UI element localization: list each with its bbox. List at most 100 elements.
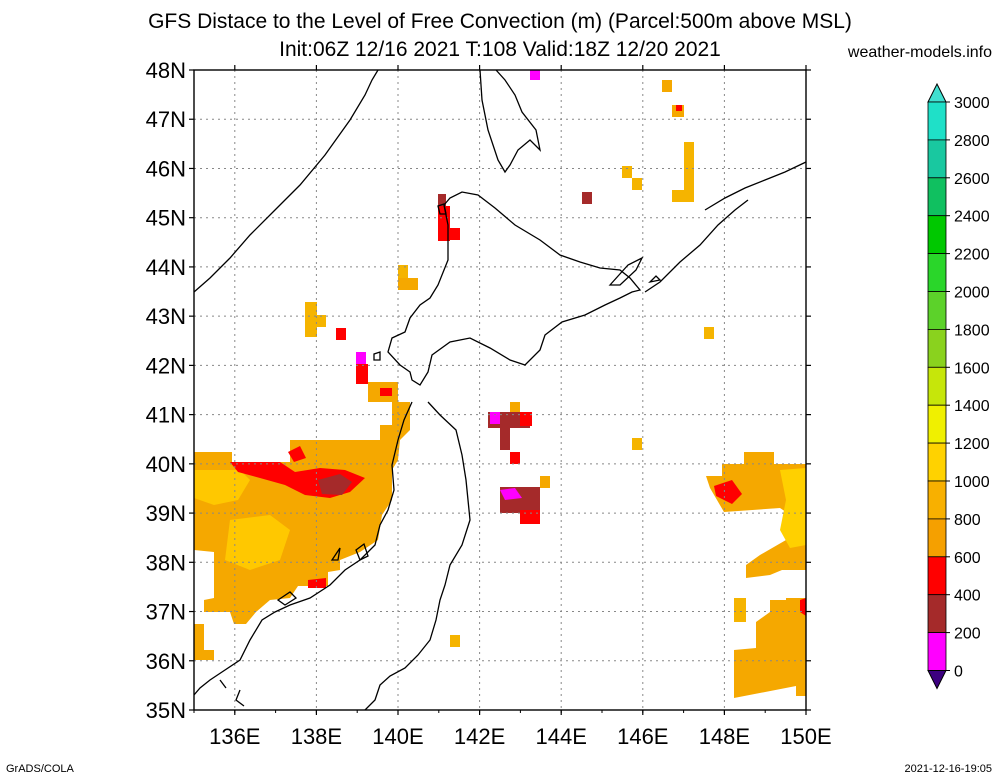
field-patch: [622, 166, 632, 178]
colorbar-label: 1400: [954, 398, 990, 415]
coastline-island: [373, 351, 381, 361]
colorbar-label: 2200: [954, 247, 990, 264]
lat-label: 43N: [146, 304, 186, 329]
field-patch: [380, 388, 392, 396]
lat-label: 35N: [146, 698, 186, 723]
lon-label: 140E: [372, 724, 423, 749]
colorbar-label: 2800: [954, 133, 990, 150]
colorbar-segment: [927, 632, 947, 671]
colorbar-label: 400: [954, 588, 981, 605]
colorbar-label: 1000: [954, 474, 990, 491]
lon-label: 144E: [536, 724, 587, 749]
lat-label: 39N: [146, 501, 186, 526]
lon-label: 138E: [291, 724, 342, 749]
coastline-island: [437, 203, 447, 215]
field-patch: [520, 510, 540, 524]
field-patch: [450, 635, 460, 647]
colorbar: 3000280026002400220020001800160014001200…: [927, 82, 990, 690]
field-patch: [356, 352, 366, 364]
colorbar-segment: [927, 518, 947, 558]
coastline-honshu-west: [194, 401, 413, 696]
coastline-sakhalin: [479, 70, 542, 174]
field-patch: [316, 315, 326, 327]
lon-label: 146E: [617, 724, 668, 749]
field-patch: [520, 412, 532, 426]
coastline-kurils-islands: [608, 256, 662, 286]
map-frame: [193, 69, 807, 711]
colorbar-label: 1600: [954, 360, 990, 377]
colorbar-label: 800: [954, 512, 981, 529]
colorbar-label: 0: [954, 664, 963, 681]
field-red-spot: [288, 446, 306, 462]
colorbar-segment: [927, 442, 947, 482]
coastline-honshu-east: [364, 401, 471, 710]
field-patch: [438, 194, 446, 206]
lon-label: 142E: [454, 724, 505, 749]
colorbar-segment: [927, 404, 947, 444]
coastline-sado: [355, 542, 369, 561]
field-patch: [582, 192, 592, 204]
lat-label: 36N: [146, 649, 186, 674]
field-patch: [398, 278, 418, 290]
coastline-noto: [276, 547, 341, 606]
colorbar-segment: [927, 139, 947, 179]
coastlines: [194, 70, 806, 710]
colorbar-segment: [927, 291, 947, 330]
colorbar-segment: [927, 177, 947, 217]
lat-label: 40N: [146, 452, 186, 477]
field-patch: [500, 488, 522, 500]
colorbar-segment: [927, 101, 947, 141]
field-patch: [510, 452, 520, 464]
lat-label: 45N: [146, 206, 186, 231]
field-patch: [336, 328, 346, 340]
colorbar-label: 1800: [954, 322, 990, 339]
field-patch: [398, 265, 408, 280]
colorbar-segment: [927, 594, 947, 634]
map-grid: [194, 70, 806, 710]
chart-subtitle: Init:06Z 12/16 2021 T:108 Valid:18Z 12/2…: [279, 38, 721, 61]
field-brown-spot: [318, 474, 352, 495]
colorbar-label: 200: [954, 626, 981, 643]
coastline-asia: [194, 70, 379, 293]
lat-label: 42N: [146, 353, 186, 378]
field-patch: [305, 302, 317, 337]
field-patch: [734, 598, 746, 622]
longitude-labels: 136E 138E 140E 142E 144E 146E 148E 150E: [193, 65, 832, 749]
field-orange-patch: [194, 624, 214, 660]
coastline-hokkaido: [387, 191, 642, 386]
footer-timestamp: 2021-12-16-19:05: [904, 763, 992, 775]
colorbar-label: 1200: [954, 436, 990, 453]
lat-label: 47N: [146, 107, 186, 132]
field-patch: [530, 70, 540, 80]
colorbar-segment: [927, 366, 947, 406]
field-patch: [672, 190, 694, 202]
field-orange-southeast: [734, 600, 806, 698]
lat-label: 46N: [146, 156, 186, 181]
field-patch: [662, 80, 672, 92]
coastline-kurils: [644, 161, 806, 293]
colorbar-segment: [927, 328, 947, 368]
field-yellow-patch: [194, 470, 250, 505]
field-patch: [676, 105, 682, 111]
field-yellow-patch: [225, 515, 290, 570]
lat-label: 37N: [146, 600, 186, 625]
field-yellow-east: [780, 468, 806, 548]
lat-label: 38N: [146, 550, 186, 575]
lon-label: 136E: [209, 724, 260, 749]
lat-label: 44N: [146, 255, 186, 280]
field-red-east: [714, 480, 742, 504]
field-patch: [632, 178, 642, 190]
lat-label: 48N: [146, 58, 186, 83]
chart-title: GFS Distace to the Level of Free Convect…: [148, 10, 852, 33]
colorbar-label: 2000: [954, 285, 990, 302]
colorbar-label: 2600: [954, 171, 990, 188]
field-red-spot: [308, 578, 326, 588]
lon-label: 150E: [780, 724, 831, 749]
field-patch: [510, 402, 520, 412]
colorbar-label: 3000: [954, 95, 990, 112]
lon-label: 148E: [699, 724, 750, 749]
colorbar-label: 600: [954, 550, 981, 567]
field-patch: [704, 327, 714, 339]
colorbar-segment: [927, 253, 947, 292]
colorbar-segment: [927, 556, 947, 596]
